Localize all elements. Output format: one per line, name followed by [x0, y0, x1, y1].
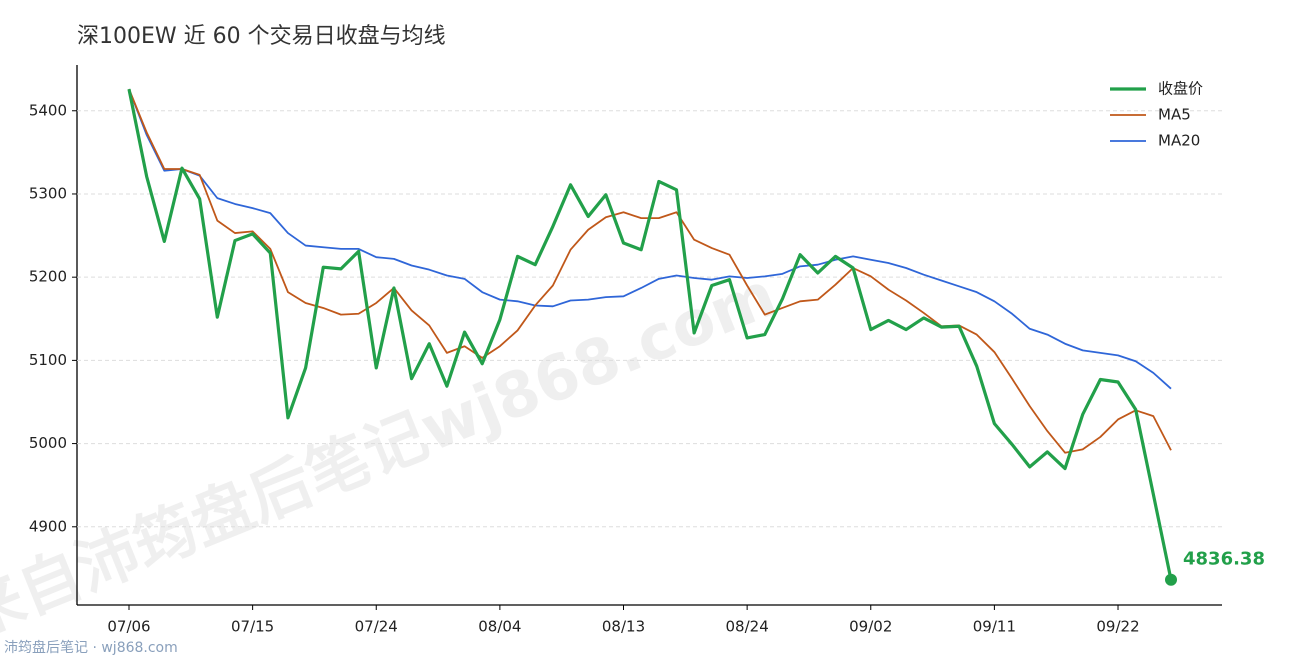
y-tick-label: 5400: [29, 101, 67, 119]
x-tick-label: 08/24: [726, 618, 769, 636]
chart-title: 深100EW 近 60 个交易日收盘与均线: [77, 24, 446, 49]
footer: 沛筠盘后笔记 · wj868.com: [4, 639, 178, 656]
last-point: [1165, 573, 1177, 586]
x-tick-label: 08/04: [478, 618, 521, 636]
x-tick-label: 07/06: [107, 618, 150, 636]
y-tick-label: 5200: [29, 268, 67, 286]
legend-label: MA5: [1158, 106, 1191, 124]
x-tick-label: 09/22: [1096, 618, 1139, 636]
x-tick-label: 07/15: [231, 618, 274, 636]
x-tick-label: 07/24: [355, 618, 398, 636]
x-tick-label: 08/13: [602, 618, 645, 636]
legend-label: 收盘价: [1158, 80, 1203, 98]
last-value-label: 4836.38: [1183, 549, 1265, 570]
y-tick-label: 5000: [29, 434, 67, 452]
x-tick-label: 09/02: [849, 618, 892, 636]
watermark: 来自沛筠盘后笔记wj868.com: [0, 257, 786, 651]
x-tick-label: 09/11: [973, 618, 1016, 636]
y-tick-label: 5100: [29, 351, 67, 369]
legend-label: MA20: [1158, 132, 1200, 150]
line-series: [128, 88, 1172, 390]
y-tick-label: 5300: [29, 184, 67, 202]
line-series: [127, 88, 1173, 581]
y-tick-label: 4900: [29, 517, 67, 535]
